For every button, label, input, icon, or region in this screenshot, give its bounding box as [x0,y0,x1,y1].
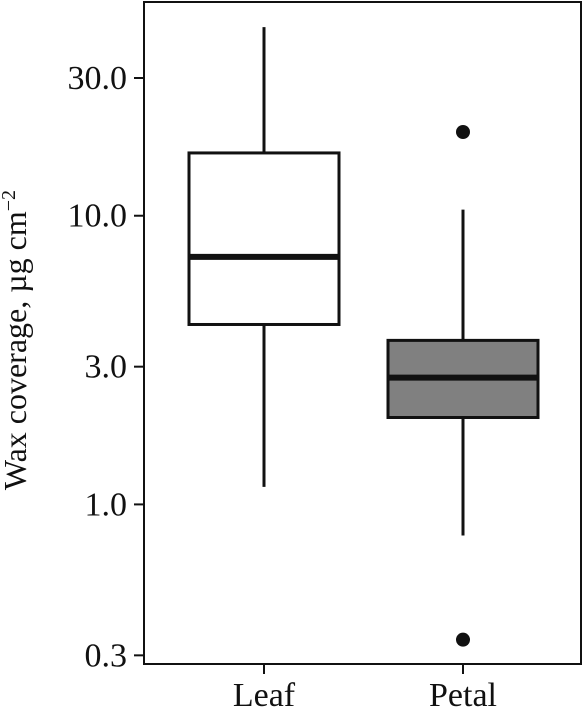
petal-outlier-point [456,632,470,647]
leaf-box [187,151,341,326]
x-axis-category-label: Leaf [233,677,296,707]
petal-outlier-point [456,125,470,140]
plot-frame [143,1,582,665]
y-axis-ticks: 0.3 1.0 3.0 10.0 30.0 [68,60,144,674]
y-axis-title-superscript: −2 [0,190,20,211]
y-axis-tick-label: 0.3 [85,637,128,674]
x-axis-category-label: Petal [429,677,497,707]
y-axis-tick-label: 10.0 [68,198,128,235]
y-axis-title-text: Wax coverage, µg cm [0,211,33,490]
y-axis-title: Wax coverage, µg cm−2 [0,190,33,490]
x-axis-ticks: Leaf Petal [233,664,497,712]
y-axis-tick-label: 30.0 [68,60,128,97]
y-axis-tick-label: 1.0 [85,486,128,523]
y-axis-tick-label: 3.0 [85,349,128,386]
boxes-layer [187,27,540,647]
